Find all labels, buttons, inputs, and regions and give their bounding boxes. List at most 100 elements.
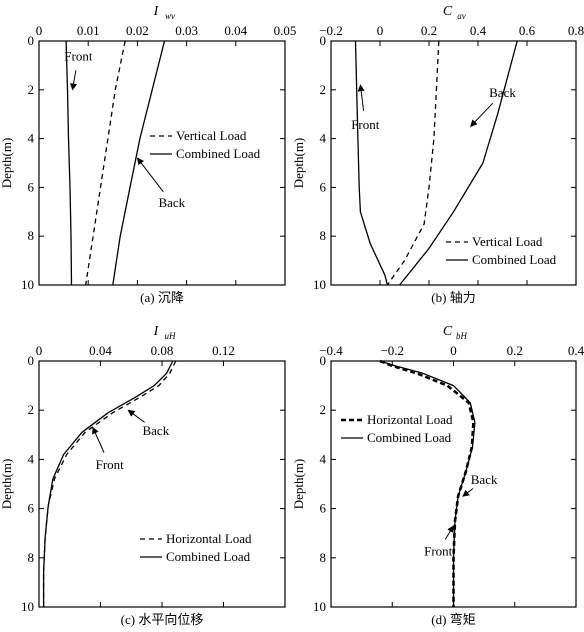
y-tick-label: 10 xyxy=(21,277,34,292)
x-tick-label: 0.8 xyxy=(568,23,584,38)
y-tick-label: 6 xyxy=(320,179,327,194)
annotation-arrow xyxy=(92,426,105,453)
y-tick-label: 8 xyxy=(28,550,35,565)
series-line-solid xyxy=(379,360,476,607)
annotation-front: Front xyxy=(64,49,93,64)
annotation-arrow xyxy=(357,84,365,111)
axis-title-subscript: av xyxy=(457,11,466,21)
panel-caption: (c) 水平向位移 xyxy=(121,612,204,627)
y-tick-label: 10 xyxy=(313,277,326,292)
annotation-arrow xyxy=(70,70,78,91)
y-tick-label: 8 xyxy=(320,550,327,565)
series-line-dashed xyxy=(85,40,126,286)
x-tick-label: 0.4 xyxy=(568,343,584,358)
legend: Vertical Load Combined Load xyxy=(446,234,557,267)
series-line-solid xyxy=(399,40,518,286)
x-tick-label: 0.2 xyxy=(507,343,523,358)
annotation-back: Back xyxy=(489,85,516,100)
annotation-front: Front xyxy=(424,543,453,558)
annotation-arrow xyxy=(136,157,164,193)
x-tick-label: −0.4 xyxy=(319,343,343,358)
annotation-arrow xyxy=(127,409,145,423)
y-tick-label: 2 xyxy=(28,402,35,417)
legend-label-dashed: Vertical Load xyxy=(472,234,543,249)
legend: Vertical Load Combined Load xyxy=(150,128,261,161)
y-axis-label: Depth(m) xyxy=(291,138,306,189)
y-axis-label: Depth(m) xyxy=(0,138,14,189)
x-tick-label: 0.05 xyxy=(274,23,297,38)
panel-caption: (b) 轴力 xyxy=(431,290,475,305)
y-tick-label: 2 xyxy=(320,82,327,97)
y-tick-label: 0 xyxy=(320,353,327,368)
x-tick-label: 0.04 xyxy=(89,343,112,358)
y-tick-label: 4 xyxy=(28,131,35,146)
y-tick-label: 4 xyxy=(320,451,327,466)
axis-title: I xyxy=(153,324,160,339)
y-tick-label: 4 xyxy=(320,131,327,146)
x-tick-label: 0.12 xyxy=(212,343,235,358)
annotation-arrow xyxy=(462,488,474,497)
y-tick-label: 6 xyxy=(28,179,35,194)
series-line-solid xyxy=(42,360,174,607)
x-tick-label: 0.03 xyxy=(175,23,198,38)
x-tick-label: 0.6 xyxy=(519,23,536,38)
annotation-arrow xyxy=(444,525,454,540)
panel-a: 0 0.01 0.02 0.03 0.04 0.05 0 2 4 6 8 10 I wv Depth(m) (… xyxy=(0,4,296,305)
series-line-dashed xyxy=(386,40,440,286)
x-tick-label: 0 xyxy=(36,343,43,358)
y-tick-label: 2 xyxy=(320,402,327,417)
legend-label-dashed: Vertical Load xyxy=(176,128,247,143)
y-tick-label: 10 xyxy=(21,599,34,614)
y-tick-label: 6 xyxy=(320,501,327,516)
x-tick-label: 0.2 xyxy=(421,23,437,38)
annotation-front: Front xyxy=(351,117,380,132)
series-line-solid xyxy=(354,40,389,286)
plot-frame xyxy=(330,40,577,286)
axis-title: C xyxy=(443,4,453,19)
axis-title: C xyxy=(443,324,453,339)
series-line-solid xyxy=(65,40,73,286)
series-line-dashed xyxy=(42,360,177,607)
y-tick-label: 2 xyxy=(28,82,35,97)
x-tick-label: 0.04 xyxy=(224,23,247,38)
legend-label-solid: Combined Load xyxy=(176,146,261,161)
legend-label-solid: Combined Load xyxy=(166,549,251,564)
legend: Horizontal Load Combined Load xyxy=(140,531,252,564)
x-tick-label: 0 xyxy=(36,23,43,38)
panel-d: −0.4 −0.2 0 0.2 0.4 0 2 4 6 8 10 C bH Depth(m) (d) 弯矩 H… xyxy=(291,324,584,627)
x-tick-label: 0 xyxy=(377,23,384,38)
legend-label-dashed: Horizontal Load xyxy=(166,531,252,546)
legend-label-solid: Combined Load xyxy=(367,430,452,445)
panel-caption: (d) 弯矩 xyxy=(431,612,475,627)
x-tick-label: −0.2 xyxy=(380,343,404,358)
y-tick-label: 8 xyxy=(320,228,327,243)
annotation-back: Back xyxy=(158,195,185,210)
panel-caption: (a) 沉降 xyxy=(140,290,184,305)
y-axis-label: Depth(m) xyxy=(291,459,306,510)
y-tick-label: 8 xyxy=(28,228,35,243)
x-tick-label: 0.02 xyxy=(126,23,149,38)
x-tick-label: 0.01 xyxy=(77,23,100,38)
axis-title-subscript: bH xyxy=(456,331,468,341)
legend-label-solid: Combined Load xyxy=(472,252,557,267)
annotation-back: Back xyxy=(142,423,169,438)
y-tick-label: 0 xyxy=(28,353,35,368)
axis-title: I xyxy=(153,4,160,19)
panel-c: 0 0.04 0.08 0.12 0 2 4 6 8 10 I uH Depth(m) (c) 水平向位移… xyxy=(0,324,286,627)
annotation-front: Front xyxy=(96,457,125,472)
annotation-back: Back xyxy=(471,472,498,487)
annotation-arrow xyxy=(470,102,494,127)
y-tick-label: 0 xyxy=(28,33,35,48)
x-tick-label: 0 xyxy=(450,343,457,358)
x-tick-label: −0.2 xyxy=(319,23,343,38)
legend: Horizontal Load Combined Load xyxy=(341,412,453,445)
series-line-dashed xyxy=(379,359,475,607)
plot-frame xyxy=(38,360,286,608)
axis-title-subscript: wv xyxy=(165,11,175,21)
axis-title-subscript: uH xyxy=(165,331,177,341)
y-tick-label: 6 xyxy=(28,501,35,516)
y-tick-label: 4 xyxy=(28,451,35,466)
series-line-solid xyxy=(112,40,166,286)
x-tick-label: 0.4 xyxy=(470,23,487,38)
